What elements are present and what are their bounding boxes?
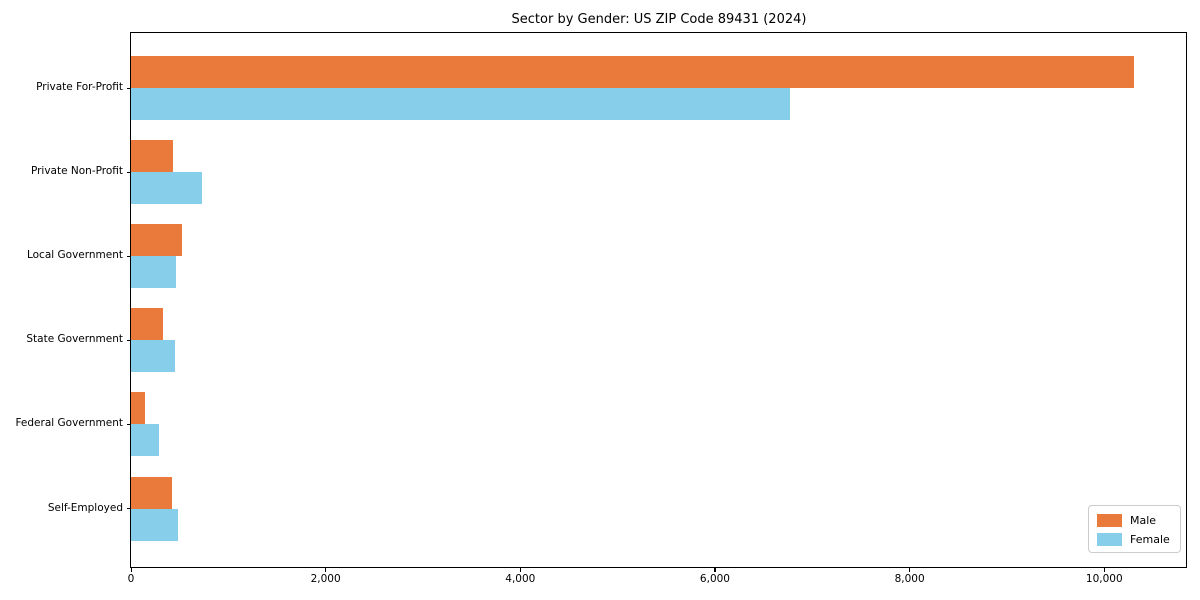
xtick-label: 2,000 (310, 573, 341, 585)
ytick-label: Private Non-Profit (30, 165, 123, 178)
bar-male-self-employed (131, 476, 172, 509)
xtick-label: 4,000 (505, 573, 536, 585)
ytick-label: State Government (26, 333, 123, 346)
chart-title: Sector by Gender: US ZIP Code 89431 (202… (511, 12, 807, 27)
bar-male-state-government (131, 308, 164, 341)
xtick-mark (909, 568, 911, 572)
bar-female-local-government (131, 256, 176, 289)
legend-label-female: Female (1130, 532, 1170, 546)
bar-female-state-government (131, 340, 175, 373)
ytick-mark (127, 255, 131, 257)
bar-male-local-government (131, 224, 182, 257)
ytick-mark (127, 171, 131, 173)
ytick-mark (127, 508, 131, 510)
legend-label-male: Male (1130, 513, 1157, 527)
bar-female-federal-government (131, 424, 160, 457)
ytick-label: Local Government (26, 249, 123, 262)
xtick-mark (714, 568, 716, 572)
xtick-mark (325, 568, 327, 572)
xtick-label: 10,000 (1085, 573, 1123, 585)
bar-female-private-for-profit (131, 88, 790, 120)
ytick-label: Self-Employed (47, 501, 123, 514)
xtick-mark (519, 568, 521, 572)
xtick-label: 8,000 (894, 573, 925, 585)
ytick-label: Private For-Profit (36, 81, 123, 93)
legend-swatch-male (1097, 513, 1122, 527)
bar-female-self-employed (131, 508, 178, 541)
legend-row-male: Male (1097, 512, 1172, 528)
ytick-mark (127, 423, 131, 426)
xtick-label: 6,000 (699, 573, 730, 585)
bar-male-private-non-profit (131, 140, 173, 173)
xtick-mark (130, 568, 132, 572)
xtick-mark (1103, 568, 1105, 572)
xtick-label: 0 (127, 573, 135, 585)
bar-male-private-for-profit (131, 56, 1135, 88)
ytick-mark (127, 87, 131, 89)
legend-swatch-female (1097, 532, 1122, 546)
bar-female-private-non-profit (131, 172, 203, 205)
bar-male-federal-government (131, 392, 145, 425)
legend-row-female: Female (1097, 531, 1172, 547)
legend: Male Female (1088, 505, 1181, 553)
plot-area (130, 32, 1187, 568)
ytick-mark (127, 339, 131, 341)
ytick-label: Federal Government (15, 417, 123, 430)
